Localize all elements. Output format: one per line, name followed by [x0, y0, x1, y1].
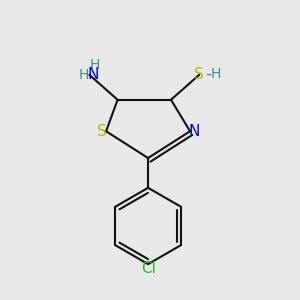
Text: S: S	[194, 67, 204, 82]
Text: H: H	[211, 67, 221, 81]
Text: S: S	[97, 124, 107, 139]
Text: H: H	[89, 58, 100, 72]
Text: N: N	[189, 124, 200, 139]
Text: -: -	[206, 65, 212, 83]
Text: N: N	[88, 67, 99, 82]
Text: Cl: Cl	[141, 261, 155, 276]
Text: H: H	[78, 68, 88, 82]
